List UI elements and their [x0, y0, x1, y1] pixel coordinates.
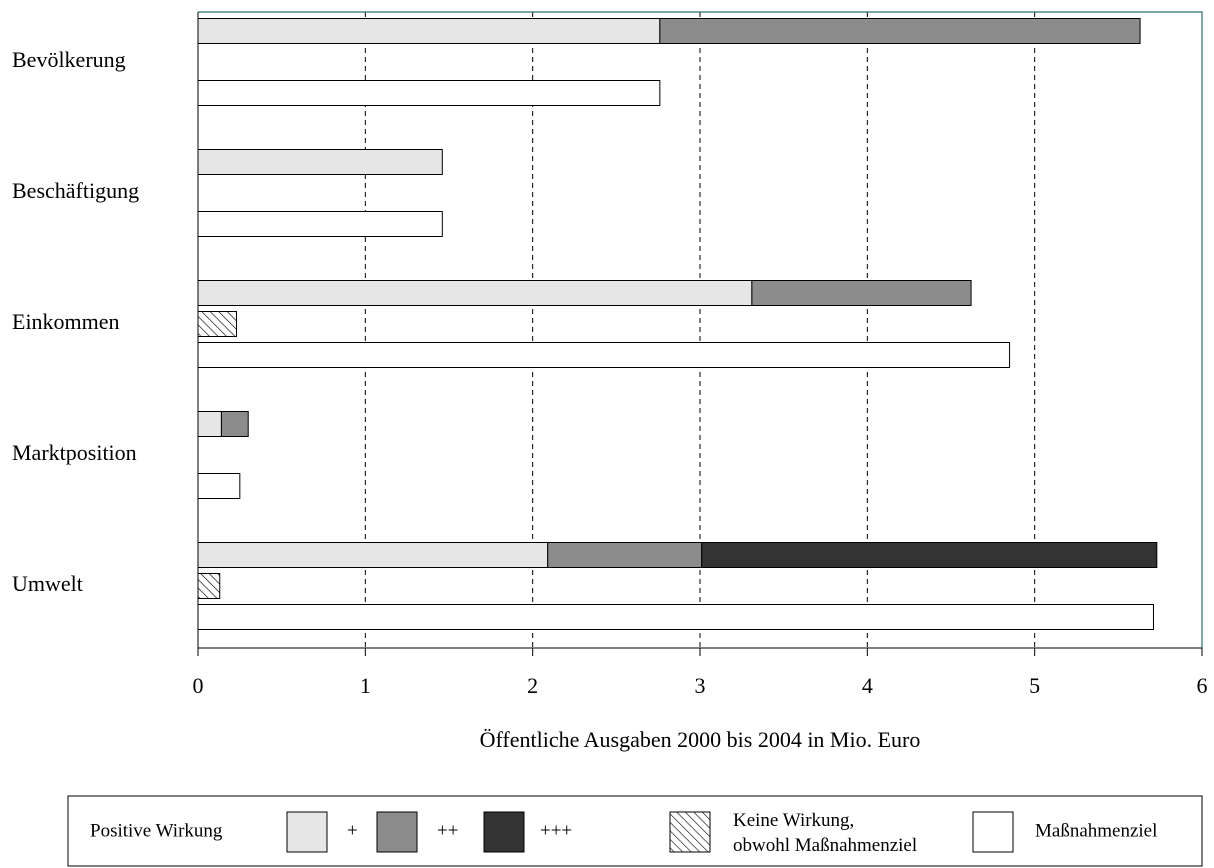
legend-label: +++ — [540, 820, 572, 841]
x-tick-label: 3 — [695, 673, 706, 698]
bar — [751, 280, 972, 306]
legend-swatch — [286, 811, 328, 853]
legend-label-box: Keine Wirkung, obwohl Maßnahmenziel — [733, 810, 918, 856]
legend-title: Positive Wirkung — [90, 820, 223, 841]
bar — [197, 342, 1011, 368]
bar — [701, 542, 1158, 568]
x-tick-label: 1 — [360, 673, 371, 698]
legend-label: + — [347, 820, 358, 841]
x-tick-label: 2 — [527, 673, 538, 698]
y-tick-label: Umwelt — [12, 571, 83, 596]
bar — [220, 411, 249, 437]
bar — [197, 573, 221, 599]
bar — [197, 311, 237, 337]
bar — [197, 18, 661, 44]
legend-swatch — [669, 811, 711, 853]
bar — [197, 280, 753, 306]
x-axis-label: Öffentliche Ausgaben 2000 bis 2004 in Mi… — [480, 727, 921, 752]
bar — [197, 542, 549, 568]
bar — [197, 473, 241, 499]
legend-label: ++ — [437, 820, 458, 841]
bar — [197, 211, 443, 237]
legend-swatch — [972, 811, 1014, 853]
x-tick-label: 5 — [1029, 673, 1040, 698]
x-tick-label: 0 — [193, 673, 204, 698]
legend-swatch — [483, 811, 525, 853]
x-tick-label: 6 — [1197, 673, 1208, 698]
plot-frame — [198, 11, 1203, 648]
legend-swatch — [376, 811, 418, 853]
bar — [547, 542, 703, 568]
bar — [659, 18, 1141, 44]
y-tick-label: Bevölkerung — [12, 47, 126, 72]
legend-box — [67, 795, 1203, 867]
legend-label: Keine Wirkung, obwohl Maßnahmenziel — [733, 810, 918, 856]
y-tick-label: Einkommen — [12, 309, 120, 334]
bar — [197, 604, 1154, 630]
legend-label: Maßnahmenziel — [1035, 820, 1157, 841]
y-tick-label: Beschäftigung — [12, 178, 139, 203]
bar — [197, 411, 222, 437]
x-tick-label: 4 — [862, 673, 873, 698]
bar — [197, 80, 661, 106]
y-tick-label: Marktposition — [12, 440, 137, 465]
bar — [197, 149, 443, 175]
